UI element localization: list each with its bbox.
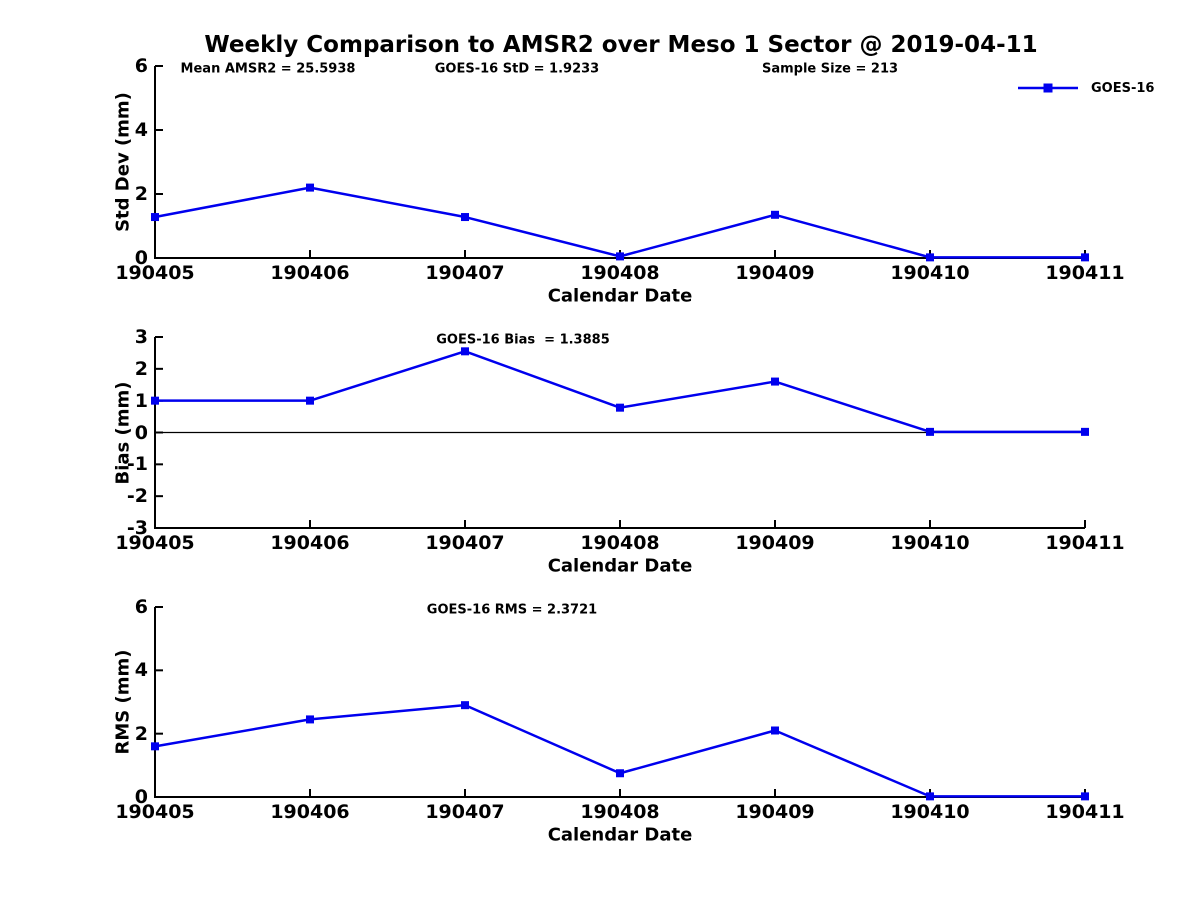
data-point-marker bbox=[151, 396, 159, 405]
y-tick-label: 0 bbox=[134, 247, 148, 269]
data-point-marker bbox=[1081, 253, 1089, 262]
y-tick-label: 6 bbox=[134, 596, 148, 618]
x-tick-label: 190411 bbox=[1045, 262, 1125, 284]
data-point-marker bbox=[1081, 427, 1089, 436]
x-tick-label: 190410 bbox=[890, 532, 970, 554]
stat-annotation: GOES-16 StD = 1.9233 bbox=[434, 61, 600, 77]
data-point-marker bbox=[926, 427, 934, 436]
legend: GOES-16 bbox=[1015, 79, 1154, 97]
data-point-marker bbox=[771, 726, 779, 735]
stat-annotation: Mean AMSR2 = 25.5938 bbox=[180, 61, 356, 77]
data-point-marker bbox=[461, 347, 469, 356]
x-axis-title: Calendar Date bbox=[547, 285, 693, 307]
data-point-marker bbox=[306, 715, 314, 724]
y-tick-label: 4 bbox=[134, 119, 148, 141]
x-tick-label: 190409 bbox=[735, 801, 815, 823]
data-point-marker bbox=[461, 213, 469, 222]
y-tick-label: 6 bbox=[134, 55, 148, 77]
y-tick-label: 4 bbox=[134, 659, 148, 682]
series-line bbox=[154, 703, 1085, 798]
x-tick-label: 190405 bbox=[115, 532, 195, 554]
data-point-marker bbox=[306, 396, 314, 405]
x-tick-label: 190409 bbox=[735, 262, 815, 284]
figure-title: Weekly Comparison to AMSR2 over Meso 1 S… bbox=[204, 32, 1038, 58]
data-point-marker bbox=[151, 742, 159, 751]
x-tick-label: 190408 bbox=[580, 801, 660, 823]
data-point-marker bbox=[616, 769, 624, 778]
data-point-marker bbox=[771, 377, 779, 386]
data-point-marker bbox=[306, 183, 314, 192]
legend-line-sample bbox=[1018, 83, 1078, 93]
x-tick-label: 190408 bbox=[580, 262, 660, 284]
stat-annotation: GOES-16 Bias = 1.3885 bbox=[436, 332, 610, 348]
data-point-marker bbox=[616, 252, 624, 261]
y-tick-label: -1 bbox=[126, 453, 148, 476]
x-tick-label: 190406 bbox=[270, 801, 350, 823]
x-tick-label: 190405 bbox=[115, 262, 195, 284]
y-tick-label: -3 bbox=[126, 517, 148, 539]
x-tick-label: 190406 bbox=[270, 532, 350, 554]
data-point-marker bbox=[926, 253, 934, 262]
y-tick-label: 2 bbox=[134, 722, 148, 745]
data-point-marker bbox=[461, 701, 469, 710]
x-tick-label: 190410 bbox=[890, 801, 970, 823]
x-tick-label: 190411 bbox=[1045, 801, 1125, 823]
x-tick-label: 190407 bbox=[425, 532, 505, 554]
y-axis-title: RMS (mm) bbox=[112, 649, 134, 755]
series-line bbox=[155, 350, 1085, 434]
data-point-marker bbox=[151, 213, 159, 222]
x-axis-title: Calendar Date bbox=[547, 555, 693, 577]
y-axis-title: Bias (mm) bbox=[112, 381, 134, 484]
data-point-marker bbox=[926, 792, 934, 801]
data-point-marker bbox=[616, 403, 624, 412]
legend-square-marker-icon bbox=[1043, 83, 1053, 93]
y-tick-label: -2 bbox=[126, 485, 148, 508]
x-tick-label: 190411 bbox=[1045, 532, 1125, 554]
data-point-marker bbox=[1081, 792, 1089, 801]
y-tick-label: 0 bbox=[134, 786, 148, 808]
y-tick-label: 3 bbox=[134, 326, 148, 348]
y-tick-label: 2 bbox=[134, 183, 148, 205]
x-tick-label: 190408 bbox=[580, 532, 660, 554]
y-axis-title: Std Dev (mm) bbox=[112, 92, 134, 232]
x-tick-label: 190410 bbox=[890, 262, 970, 284]
y-tick-label: 1 bbox=[134, 389, 148, 412]
x-tick-label: 190406 bbox=[270, 262, 350, 284]
data-point-marker bbox=[771, 210, 779, 219]
x-tick-label: 190409 bbox=[735, 532, 815, 554]
x-tick-label: 190405 bbox=[115, 801, 195, 823]
stat-annotation: Sample Size = 213 bbox=[761, 61, 899, 77]
series-line bbox=[154, 186, 1085, 259]
x-tick-label: 190407 bbox=[425, 801, 505, 823]
x-axis-title: Calendar Date bbox=[547, 824, 693, 846]
legend-label: GOES-16 bbox=[1091, 80, 1155, 96]
y-tick-label: 2 bbox=[134, 357, 148, 380]
x-tick-label: 190407 bbox=[425, 262, 505, 284]
y-tick-label: 0 bbox=[134, 421, 148, 444]
stat-annotation: GOES-16 RMS = 2.3721 bbox=[426, 602, 598, 618]
